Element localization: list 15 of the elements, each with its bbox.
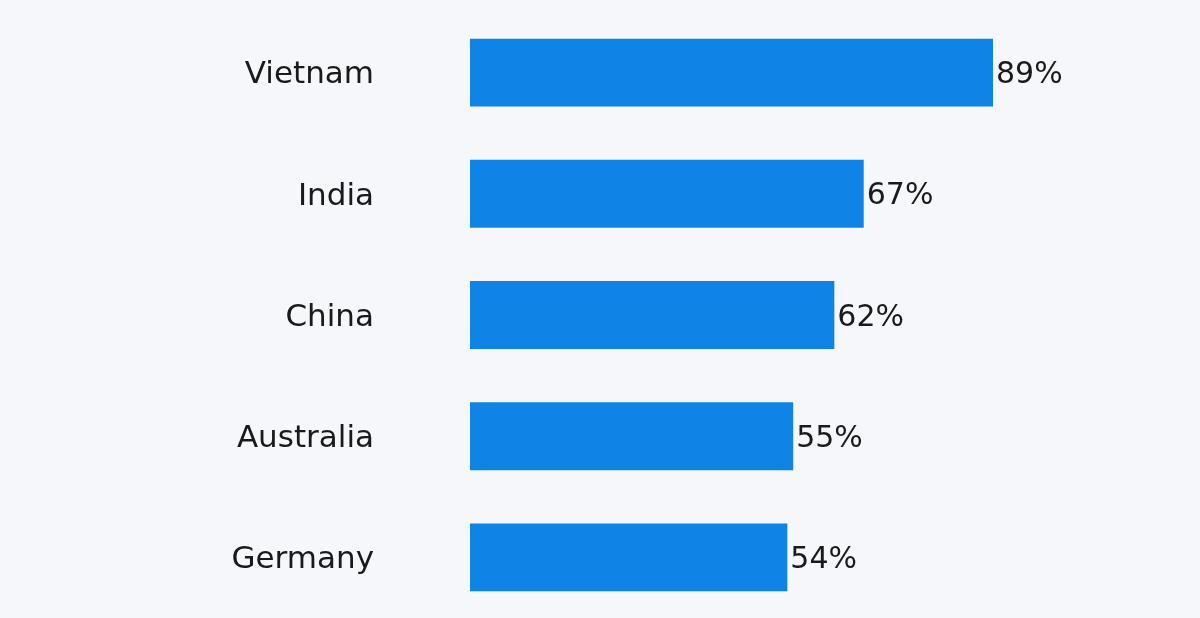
y-tick-label: China — [285, 296, 374, 333]
data-label: 67% — [866, 176, 934, 212]
bar — [470, 402, 794, 471]
bar — [470, 38, 993, 107]
data-label: 89% — [996, 55, 1063, 91]
data-label: 62% — [837, 297, 905, 333]
bar — [470, 159, 864, 228]
data-label: 54% — [790, 539, 858, 575]
y-tick-label: Vietnam — [244, 54, 374, 91]
y-tick-label: Australia — [236, 418, 374, 455]
y-tick-label: Germany — [231, 539, 374, 576]
y-tick-label: India — [297, 175, 374, 212]
bar — [470, 523, 788, 592]
bar — [470, 281, 835, 349]
data-label: 55% — [796, 418, 863, 454]
